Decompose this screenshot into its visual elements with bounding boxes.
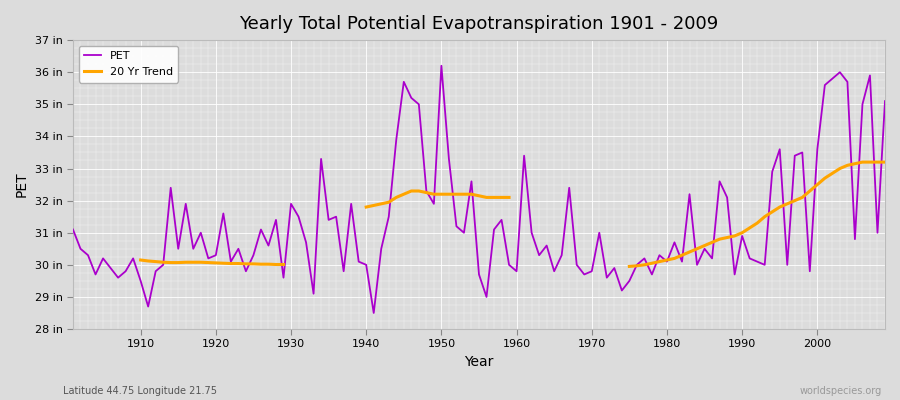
Legend: PET, 20 Yr Trend: PET, 20 Yr Trend (78, 46, 178, 82)
20 Yr Trend (180, 260, 191, 265)
20 Yr Trend (143, 258, 154, 263)
Text: Latitude 44.75 Longitude 21.75: Latitude 44.75 Longitude 21.75 (63, 386, 217, 396)
20 Yr Trend (278, 262, 289, 267)
20 Yr Trend (248, 262, 259, 266)
Title: Yearly Total Potential Evapotranspiration 1901 - 2009: Yearly Total Potential Evapotranspiratio… (239, 15, 718, 33)
PET (68, 227, 78, 232)
20 Yr Trend (226, 261, 237, 266)
20 Yr Trend (256, 262, 266, 266)
20 Yr Trend (158, 260, 168, 265)
20 Yr Trend (166, 260, 176, 265)
20 Yr Trend (263, 262, 274, 266)
20 Yr Trend (135, 258, 146, 262)
20 Yr Trend (188, 260, 199, 265)
Text: worldspecies.org: worldspecies.org (800, 386, 882, 396)
PET (436, 63, 446, 68)
Line: 20 Yr Trend: 20 Yr Trend (140, 260, 284, 264)
20 Yr Trend (271, 262, 282, 267)
20 Yr Trend (195, 260, 206, 265)
20 Yr Trend (240, 262, 251, 266)
PET (616, 288, 627, 293)
20 Yr Trend (218, 261, 229, 266)
20 Yr Trend (211, 260, 221, 265)
PET (368, 310, 379, 315)
PET (879, 99, 890, 104)
Line: PET: PET (73, 66, 885, 313)
PET (293, 214, 304, 219)
PET (128, 256, 139, 261)
PET (338, 269, 349, 274)
PET (526, 230, 537, 235)
20 Yr Trend (150, 259, 161, 264)
Y-axis label: PET: PET (15, 172, 29, 197)
X-axis label: Year: Year (464, 355, 494, 369)
20 Yr Trend (233, 261, 244, 266)
20 Yr Trend (173, 260, 184, 265)
20 Yr Trend (202, 260, 213, 265)
PET (518, 153, 529, 158)
